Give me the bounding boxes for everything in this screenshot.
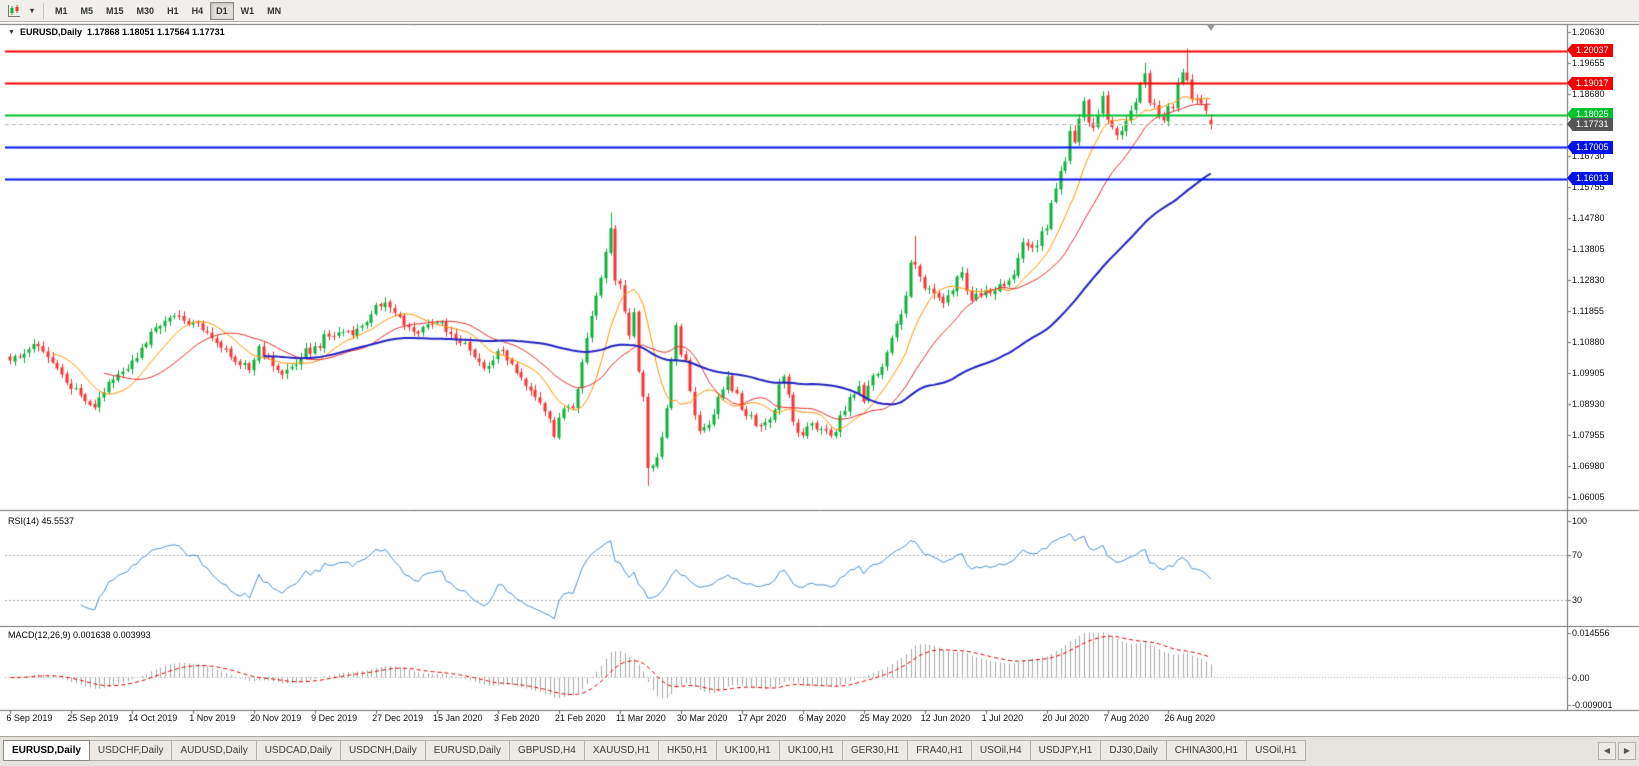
time-axis-label: 21 Feb 2020 <box>554 713 606 723</box>
time-axis-label: 14 Oct 2019 <box>128 713 178 723</box>
time-axis-label: 12 Jun 2020 <box>920 713 971 723</box>
price-axis-label: 1.20630 <box>1572 27 1605 37</box>
timeframe-button-m5[interactable]: M5 <box>75 2 100 20</box>
time-axis-label: 17 Apr 2020 <box>737 713 787 723</box>
time-axis-label: 30 Mar 2020 <box>676 713 728 723</box>
candlestick-chart-icon <box>8 4 20 17</box>
time-axis-label: 3 Feb 2020 <box>493 713 540 723</box>
chart-ohlc-label: 1.17868 1.18051 1.17564 1.17731 <box>86 27 225 37</box>
macd-axis-label: -0.009001 <box>1572 700 1613 710</box>
time-axis-label: 20 Nov 2019 <box>250 713 302 723</box>
price-axis-label: 1.08930 <box>1572 399 1605 410</box>
timeframe-button-m1[interactable]: M1 <box>49 2 74 20</box>
timeframe-button-m30[interactable]: M30 <box>131 2 161 20</box>
timeframe-button-h4[interactable]: H4 <box>186 2 210 20</box>
price-axis-label: 1.14780 <box>1572 213 1605 224</box>
hline-price-tag[interactable]: 1.20037 <box>1567 44 1613 58</box>
price-axis-label: 1.11855 <box>1572 306 1604 317</box>
tab-uk100-h1[interactable]: UK100,H1 <box>716 740 780 761</box>
tab-ger30-h1[interactable]: GER30,H1 <box>842 740 909 761</box>
time-axis-label: 25 Sep 2019 <box>67 713 119 723</box>
price-axis-label: 1.07955 <box>1572 430 1605 441</box>
tab-fra40-h1[interactable]: FRA40,H1 <box>908 740 972 761</box>
time-axis-label: 6 Sep 2019 <box>6 713 53 723</box>
arrow-left-icon: ◀ <box>1603 746 1611 755</box>
collapse-chart-icon[interactable]: ▼ <box>8 28 15 36</box>
chart-tabs-bar: EURUSD,Daily USDCHF,Daily AUDUSD,Daily USDC… <box>0 736 1639 766</box>
macd-indicator-label: MACD(12,26,9) 0.001638 0.003993 <box>8 630 151 640</box>
tab-dj30-daily[interactable]: DJ30,Daily <box>1101 740 1167 761</box>
caret-down-icon: ▾ <box>29 6 34 15</box>
price-axis-label: 1.16730 <box>1572 151 1605 162</box>
time-axis-label: 15 Jan 2020 <box>433 713 483 723</box>
timeframe-button-d1[interactable]: D1 <box>210 1 234 20</box>
hline-price-tag[interactable]: 1.19017 <box>1567 76 1613 90</box>
tab-usoil-h4[interactable]: USOil,H4 <box>971 740 1031 761</box>
arrow-right-icon: ▶ <box>1623 746 1631 755</box>
timeframe-button-mn[interactable]: MN <box>261 2 287 20</box>
tab-scroll-left-button[interactable]: ◀ <box>1598 741 1616 760</box>
time-axis-label: 11 Mar 2020 <box>615 713 666 723</box>
hline-price-tag[interactable]: 1.16013 <box>1567 172 1613 186</box>
tab-xauusd-h1[interactable]: XAUUSD,H1 <box>584 740 660 761</box>
timeframe-button-w1[interactable]: W1 <box>235 2 261 20</box>
rsi-axis-label: 30 <box>1572 594 1583 605</box>
price-axis-label: 1.18680 <box>1572 89 1605 99</box>
rsi-axis-label: 100 <box>1572 516 1588 526</box>
time-axis-label: 20 Jul 2020 <box>1042 713 1090 723</box>
timeframe-button-h1[interactable]: H1 <box>161 2 185 20</box>
time-axis-label: 27 Dec 2019 <box>372 713 424 723</box>
time-axis-label: 1 Nov 2019 <box>189 713 236 723</box>
tab-usdcad-daily[interactable]: USDCAD,Daily <box>256 740 341 761</box>
timeframe-group: M1 M5 M15 M30 H1 H4 D1 W1 MN <box>49 1 287 20</box>
chart-readout: ▼ EURUSD,Daily 1.17868 1.18051 1.17564 1… <box>8 27 225 37</box>
price-axis-label: 1.06005 <box>1572 492 1605 503</box>
toolbar-separator <box>43 2 44 19</box>
tab-eurusd-daily[interactable]: EURUSD,Daily <box>425 740 510 761</box>
time-axis-label: 25 May 2020 <box>859 713 912 723</box>
tab-gbpusd-h4[interactable]: GBPUSD,H4 <box>509 740 585 761</box>
price-axis-label: 1.12830 <box>1572 275 1605 286</box>
tab-usoil-h1[interactable]: USOil,H1 <box>1247 740 1306 761</box>
macd-axis-label: 0.00 <box>1572 672 1590 683</box>
time-axis-label: 6 May 2020 <box>798 713 846 723</box>
macd-axis-label: 0.014556 <box>1572 628 1610 639</box>
price-axis-label: 1.13805 <box>1572 244 1605 255</box>
tab-scroll-arrows: ◀ ▶ <box>1598 741 1636 760</box>
chart-tabs: EURUSD,Daily USDCHF,Daily AUDUSD,Daily USDC… <box>3 740 1306 761</box>
charts-button[interactable] <box>3 2 25 20</box>
rsi-indicator-label: RSI(14) 45.5537 <box>8 516 75 526</box>
tab-scroll-right-button[interactable]: ▶ <box>1618 741 1636 760</box>
time-axis-label: 9 Dec 2019 <box>311 713 358 723</box>
tab-china300-h1[interactable]: CHINA300,H1 <box>1166 740 1248 761</box>
time-axis-label: 7 Aug 2020 <box>1103 713 1150 723</box>
timeframe-button-m15[interactable]: M15 <box>100 2 130 20</box>
time-axis-label: 26 Aug 2020 <box>1164 713 1216 723</box>
chart-shift-marker[interactable] <box>1206 25 1215 31</box>
price-axis-label: 1.19655 <box>1572 58 1605 68</box>
chart-symbol-label: EURUSD,Daily <box>19 27 82 37</box>
price-axis-label: 1.09905 <box>1572 368 1605 379</box>
tab-usdjpy-h1[interactable]: USDJPY,H1 <box>1030 740 1102 761</box>
tab-audusd-daily[interactable]: AUDUSD,Daily <box>172 740 257 761</box>
tab-uk100-h1[interactable]: UK100,H1 <box>779 740 843 761</box>
rsi-axis-label: 70 <box>1572 549 1583 560</box>
price-axis-label: 1.15755 <box>1572 182 1605 193</box>
current-price-tag[interactable]: 1.17731 <box>1567 117 1613 131</box>
tab-usdchf-daily[interactable]: USDCHF,Daily <box>89 740 173 761</box>
price-axis-label: 1.06980 <box>1572 461 1605 472</box>
tab-usdcnh-daily[interactable]: USDCNH,Daily <box>340 740 426 761</box>
tab-eurusd-daily[interactable]: EURUSD,Daily <box>3 740 90 761</box>
toolbar: ▾ M1 M5 M15 M30 H1 H4 D1 W1 MN <box>0 0 1639 22</box>
hline-price-tag[interactable]: 1.17005 <box>1567 140 1613 154</box>
charts-dropdown-button[interactable]: ▾ <box>26 2 38 20</box>
price-axis-label: 1.10880 <box>1572 337 1605 348</box>
time-axis-label: 1 Jul 2020 <box>981 713 1024 723</box>
tab-hk50-h1[interactable]: HK50,H1 <box>659 740 717 761</box>
